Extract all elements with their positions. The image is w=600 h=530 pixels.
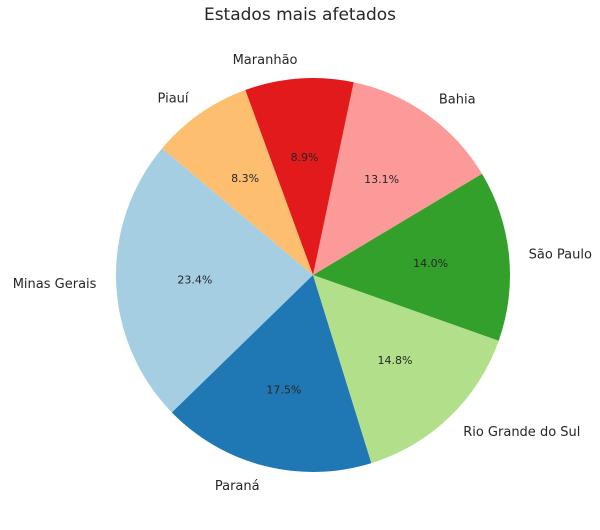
pie-slice-maranhao <box>245 78 354 275</box>
slice-percent-bahia: 13.1% <box>364 173 399 186</box>
slice-percent-maranhao: 8.9% <box>291 151 319 164</box>
pie-slice-bahia <box>313 82 483 275</box>
chart-title: Estados mais afetados <box>203 5 397 25</box>
pie-slice-rio-grande-do-sul <box>313 275 499 464</box>
pie-slice-parana <box>171 275 372 472</box>
slice-label-bahia: Bahia <box>439 93 476 108</box>
slice-label-parana: Paraná <box>215 479 260 494</box>
pie-slice-piaui <box>162 90 313 275</box>
slice-label-piaui: Piauí <box>158 92 189 107</box>
pie-slice-minas-gerais <box>115 148 313 413</box>
slice-percent-sao-paulo: 14.0% <box>413 257 448 270</box>
slice-percent-parana: 17.5% <box>266 384 301 397</box>
slice-label-rio-grande-do-sul: Rio Grande do Sul <box>463 425 580 440</box>
slice-percent-piaui: 8.3% <box>231 172 259 185</box>
slice-label-minas-gerais: Minas Gerais <box>13 277 97 292</box>
pie-slice-sao-paulo <box>313 173 510 341</box>
slice-percent-minas-gerais: 23.4% <box>177 273 212 286</box>
slice-label-sao-paulo: São Paulo <box>529 247 592 262</box>
slice-percent-rio-grande-do-sul: 14.8% <box>377 354 412 367</box>
slice-label-maranhao: Maranhão <box>233 53 298 68</box>
